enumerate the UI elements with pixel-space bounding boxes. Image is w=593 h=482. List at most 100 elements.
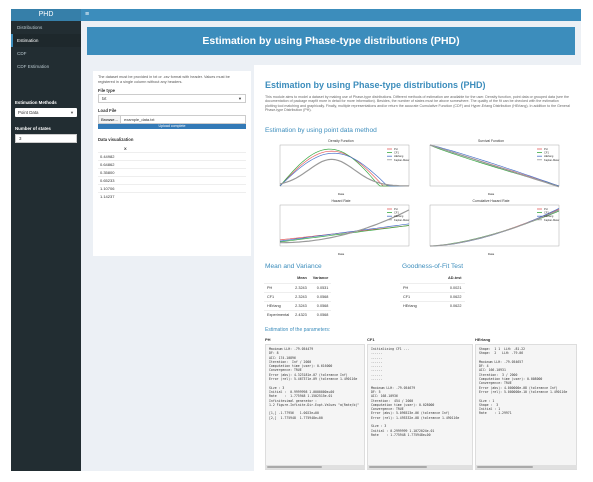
est-name: HErlang — [475, 337, 491, 342]
results-panel: Estimation by using Phase-type distribut… — [254, 65, 581, 471]
plot-title: Hazard Rate — [331, 199, 351, 203]
plot-xlabel: Data — [337, 252, 345, 256]
variance-cell: 0.0568 — [309, 291, 332, 301]
table-header: Variance — [312, 276, 329, 281]
plot-title: Survival Function — [477, 139, 504, 143]
table-header: Mean — [297, 276, 307, 281]
table-row: 0.64862 — [98, 160, 246, 168]
sidebar-item-estimation[interactable]: Estimation — [11, 34, 81, 47]
legend-label: Kaplan-Meier — [544, 158, 560, 162]
legend-label: HErlang — [544, 154, 554, 158]
horizontal-scrollbar[interactable] — [265, 465, 365, 469]
table-row: HErlang 0.0622 — [400, 300, 465, 310]
legend-label: CF1 — [394, 151, 399, 155]
herlang-estimation: HErlang Shape: 1 1 LLH: -81.22 Shape: 2 … — [475, 337, 577, 471]
gof-table: AD-test PH 0.0021 CF1 0.0622 HErlang 0.0… — [400, 274, 465, 310]
module-description: This module aims to model a dataset by m… — [265, 95, 570, 113]
herlang-series-line — [429, 144, 560, 187]
legend-label: PH — [544, 207, 548, 211]
sidebar-item-distributions[interactable]: Distributions — [17, 25, 43, 30]
table-header — [400, 274, 445, 283]
estimation-params-title: Estimation of the parameters: — [265, 327, 331, 333]
legend-label: CF1 — [544, 211, 549, 215]
mean-cell: 2.3243 — [292, 291, 310, 301]
ad-test-cell: 0.0021 — [445, 282, 465, 292]
table-row: PH 0.0021 — [400, 282, 465, 292]
ph-series-line — [429, 208, 560, 247]
file-type-label: File type — [98, 88, 115, 94]
page-title: Estimation by using Phase-type distribut… — [87, 27, 575, 55]
num-states-label: Number of states — [15, 126, 51, 131]
row-label: Experimental — [264, 309, 293, 319]
row-label: CF1 — [264, 291, 293, 301]
plot-title: Density Function — [328, 139, 354, 143]
table-row: 0.35800 — [98, 168, 246, 176]
table-header: X — [124, 146, 127, 152]
empirical-series-line — [279, 158, 409, 187]
legend-label: Kaplan-Meier — [394, 218, 410, 222]
mean-cell: 2.4323 — [292, 309, 310, 319]
row-label: PH — [400, 282, 445, 292]
point-method-title: Estimation by using point data method — [265, 127, 377, 134]
load-file-label: Load File — [98, 108, 117, 114]
herlang-output[interactable]: Shape: 1 1 LLH: -81.22 Shape: 2 LLH: -79… — [475, 344, 577, 470]
chevron-down-icon: ▼ — [238, 96, 242, 102]
legend-label: PH — [394, 207, 398, 211]
mean-cell: 2.3243 — [292, 300, 310, 310]
chevron-down-icon: ▼ — [70, 110, 74, 115]
plot-frame — [429, 144, 560, 187]
herlang-series-line — [279, 223, 410, 242]
data-table: X 0.44982 0.64862 0.35800 0.65233 1.1070… — [98, 145, 246, 200]
plot-frame — [279, 144, 410, 187]
table-row: 1.10706 — [98, 184, 246, 192]
survival-plot: PH CF1 HErlang Kaplan-Meier Survival Functi… — [416, 138, 566, 196]
table-row: 0.65233 — [98, 176, 246, 184]
gof-title: Goodness-of-Fit Test — [402, 263, 464, 270]
cf1-series-line — [279, 225, 410, 243]
data-viz-label: Data visualization — [98, 137, 134, 143]
sidebar: Distributions Estimation CDF CDF Estimat… — [11, 21, 81, 471]
herlang-series-line — [429, 207, 560, 247]
horizontal-scrollbar[interactable] — [475, 465, 577, 469]
mean-cell: 2.3243 — [292, 282, 310, 292]
table-row: CF1 0.0622 — [400, 291, 465, 301]
estimation-method-select[interactable]: Point Data ▼ — [15, 108, 77, 117]
estimation-methods-label: Estimation Methods — [15, 100, 57, 105]
cf1-series-line — [279, 148, 409, 187]
row-label: HErlang — [400, 300, 445, 310]
legend-label: Kaplan-Meier — [394, 158, 410, 162]
sidebar-item-cdf[interactable]: CDF — [17, 51, 27, 56]
table-row: 0.44982 — [98, 152, 246, 160]
legend-label: CF1 — [394, 211, 399, 215]
cf1-estimation: CF1 Initializing CF1 ... ...... ...... .… — [367, 337, 473, 471]
cf1-output[interactable]: Initializing CF1 ... ...... ...... .....… — [367, 344, 473, 470]
sidebar-item-cdf-estimation[interactable]: CDF Estimation — [17, 64, 50, 69]
file-name-field[interactable]: example_data.txt — [124, 117, 155, 123]
plot-xlabel: Data — [487, 192, 495, 196]
file-type-select[interactable]: txt ▼ — [98, 94, 246, 104]
ph-output[interactable]: Maximum LLH: -79.054479 DF: 8 AIC: 174.1… — [265, 344, 365, 470]
app-window: PHD ≡ Distributions Estimation CDF CDF E… — [11, 9, 581, 471]
ad-test-cell: 0.0622 — [445, 291, 465, 301]
legend-label: PH — [394, 147, 398, 151]
num-states-input[interactable]: 3 — [15, 134, 77, 143]
table-row: PH 2.3243 0.0531 — [264, 282, 332, 292]
horizontal-scrollbar[interactable] — [367, 465, 473, 469]
table-header — [264, 274, 292, 283]
legend-label: HErlang — [394, 154, 404, 158]
hamburger-icon[interactable]: ≡ — [85, 11, 90, 18]
variance-cell: 0.0568 — [309, 309, 332, 319]
legend-label: HErlang — [544, 214, 554, 218]
variance-cell: 0.0568 — [309, 300, 332, 310]
plot-xlabel: Data — [337, 192, 345, 196]
browse-button[interactable]: Browse... — [99, 116, 121, 124]
cumulative-hazard-plot: PH CF1 HErlang Kaplan-Meier Cumulative Haza… — [416, 198, 566, 256]
